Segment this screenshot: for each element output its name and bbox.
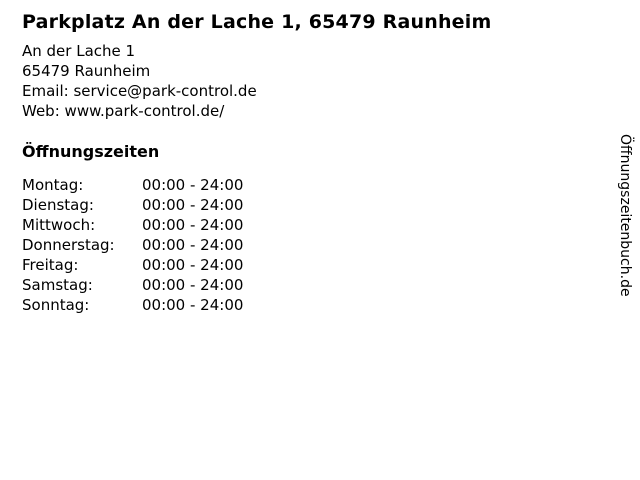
day-label: Donnerstag: bbox=[22, 236, 115, 254]
hours-table: Montag: 00:00 - 24:00 Dienstag: 00:00 - … bbox=[22, 175, 640, 315]
day-time: 00:00 - 24:00 bbox=[142, 196, 244, 214]
address-street: An der Lache 1 bbox=[22, 42, 136, 60]
web-label: Web: bbox=[22, 102, 60, 120]
day-label: Montag: bbox=[22, 176, 84, 194]
day-label: Dienstag: bbox=[22, 196, 94, 214]
day-label: Mittwoch: bbox=[22, 216, 96, 234]
hours-row-donnerstag: Donnerstag: 00:00 - 24:00 bbox=[22, 235, 640, 255]
address-email-line: Email: service@park-control.de bbox=[22, 81, 640, 101]
hours-row-freitag: Freitag: 00:00 - 24:00 bbox=[22, 255, 640, 275]
day-time: 00:00 - 24:00 bbox=[142, 176, 244, 194]
day-time: 00:00 - 24:00 bbox=[142, 236, 244, 254]
day-time: 00:00 - 24:00 bbox=[142, 256, 244, 274]
hours-row-dienstag: Dienstag: 00:00 - 24:00 bbox=[22, 195, 640, 215]
page-title: Parkplatz An der Lache 1, 65479 Raunheim bbox=[22, 11, 492, 33]
day-label: Sonntag: bbox=[22, 296, 90, 314]
day-label: Samstag: bbox=[22, 276, 93, 294]
hours-row-mittwoch: Mittwoch: 00:00 - 24:00 bbox=[22, 215, 640, 235]
hours-row-montag: Montag: 00:00 - 24:00 bbox=[22, 175, 640, 195]
email-label: Email: bbox=[22, 82, 69, 100]
day-time: 00:00 - 24:00 bbox=[142, 216, 244, 234]
watermark-oeffnungszeitenbuch: Öffnungszeitenbuch.de bbox=[617, 134, 633, 297]
day-label: Freitag: bbox=[22, 256, 79, 274]
hours-row-sonntag: Sonntag: 00:00 - 24:00 bbox=[22, 295, 640, 315]
address-web-line: Web: www.park-control.de/ bbox=[22, 101, 640, 121]
day-time: 00:00 - 24:00 bbox=[142, 296, 244, 314]
address-city: 65479 Raunheim bbox=[22, 62, 151, 80]
email-value: service@park-control.de bbox=[73, 82, 257, 100]
day-time: 00:00 - 24:00 bbox=[142, 276, 244, 294]
main-content: Parkplatz An der Lache 1, 65479 Raunheim… bbox=[22, 11, 640, 315]
web-value: www.park-control.de/ bbox=[64, 102, 225, 120]
hours-heading: Öffnungszeiten bbox=[22, 142, 160, 161]
address-block: An der Lache 1 65479 Raunheim Email: ser… bbox=[22, 41, 640, 121]
hours-row-samstag: Samstag: 00:00 - 24:00 bbox=[22, 275, 640, 295]
